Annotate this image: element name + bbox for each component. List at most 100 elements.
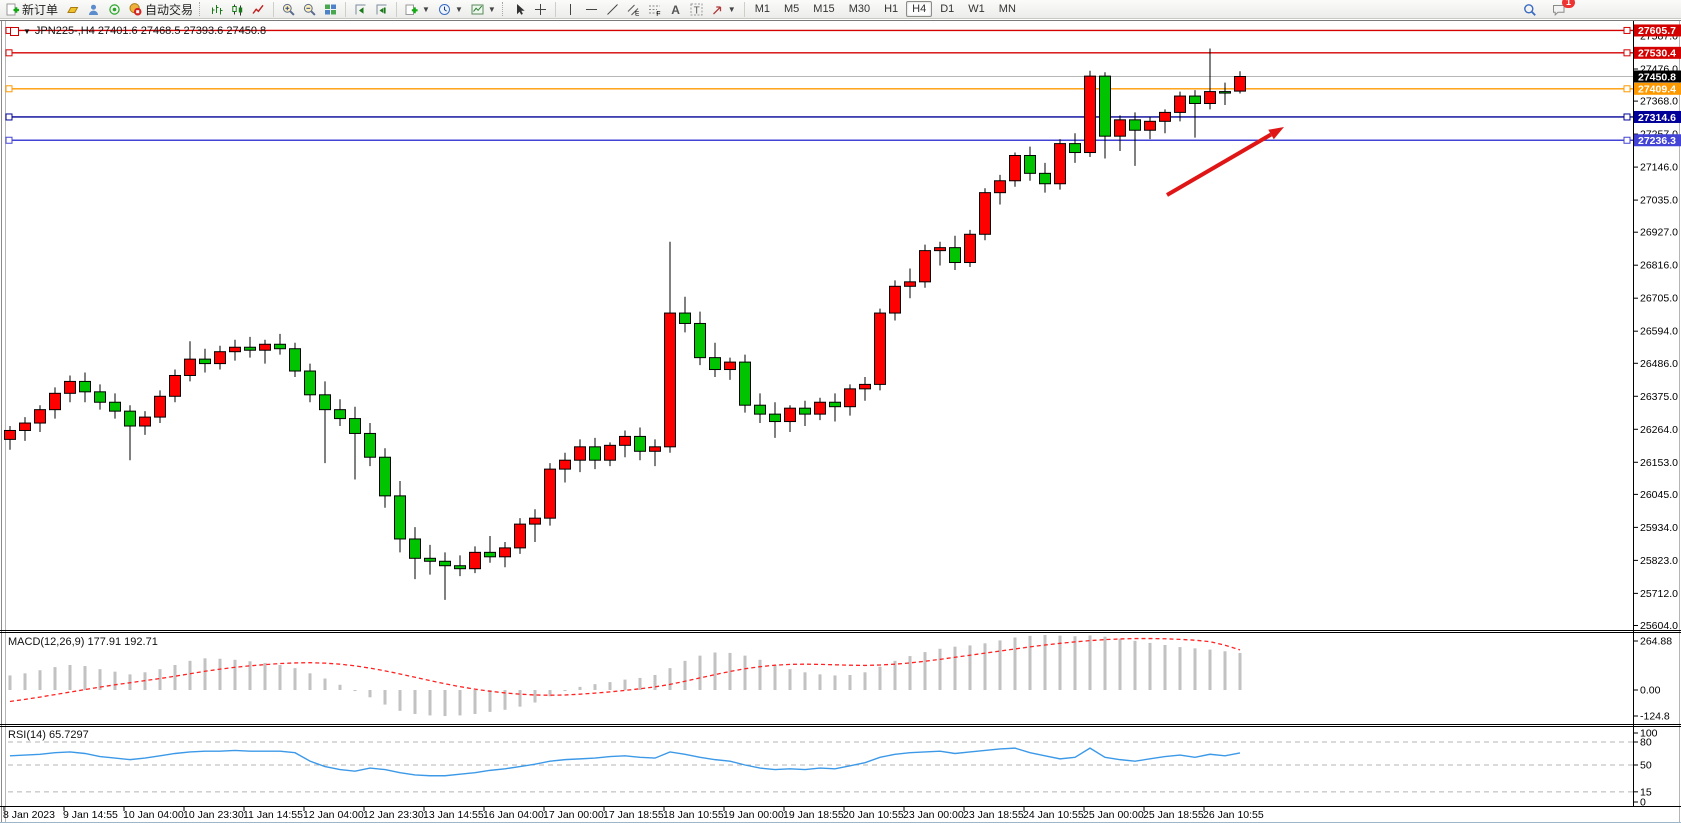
- search-button[interactable]: [1519, 0, 1540, 19]
- horizontal-line-tool-button[interactable]: [581, 0, 602, 19]
- price-tag: [1634, 82, 1681, 95]
- new-order-button[interactable]: 新订单: [2, 0, 62, 19]
- chat-button[interactable]: 1: [1548, 0, 1575, 19]
- time-axis-label: 10 Jan 23:30: [183, 809, 244, 821]
- templates-button[interactable]: ▼: [467, 0, 500, 19]
- tile-windows-button[interactable]: [320, 0, 341, 19]
- new-chart-button[interactable]: ▼: [401, 0, 434, 19]
- timeframe-M5[interactable]: M5: [784, 3, 800, 15]
- profile-button[interactable]: [83, 0, 104, 19]
- svg-text:E: E: [635, 10, 640, 16]
- auto-trading-icon: [129, 2, 142, 16]
- vertical-line-tool-button[interactable]: [560, 0, 581, 19]
- candle-body: [769, 413, 781, 423]
- time-axis-label: 24 Jan 10:55: [1023, 809, 1084, 821]
- timeframe-H1[interactable]: H1: [884, 3, 899, 15]
- candle-body: [649, 446, 661, 452]
- tile-windows-icon: [324, 3, 337, 16]
- candle-chart-mode-button[interactable]: [227, 0, 248, 19]
- vertical-line-icon: [564, 3, 577, 16]
- cursor-tool-button[interactable]: [509, 0, 530, 19]
- zoom-in-button[interactable]: [278, 0, 299, 19]
- line-chart-mode-button[interactable]: [248, 0, 269, 19]
- candle-body: [79, 380, 91, 393]
- text-tool-button[interactable]: A: [665, 0, 686, 19]
- bar-chart-icon: [210, 3, 223, 16]
- line-drag-handle[interactable]: [1623, 26, 1631, 34]
- crosshair-tool-button[interactable]: [530, 0, 551, 19]
- line-drag-handle[interactable]: [5, 85, 13, 93]
- timeframe-D1[interactable]: D1: [940, 3, 955, 15]
- separator: [345, 1, 347, 17]
- zoom-out-icon: [303, 3, 316, 16]
- candle-body: [1009, 155, 1021, 182]
- line-drag-handle[interactable]: [1623, 85, 1631, 93]
- candle-body: [1039, 172, 1051, 185]
- periods-button[interactable]: ▼: [434, 0, 467, 19]
- candle-body: [1054, 143, 1066, 185]
- signals-button[interactable]: [104, 0, 125, 19]
- timeframe-M1[interactable]: M1: [754, 3, 770, 15]
- price-tag-value: 27605.7: [1638, 25, 1676, 37]
- timeframe-W1[interactable]: W1: [968, 3, 985, 15]
- chart-menu-caret-icon[interactable]: ▼: [23, 26, 31, 36]
- rsi-axis-label: 80: [1640, 736, 1652, 748]
- candle-body: [709, 357, 721, 371]
- line-drag-handle[interactable]: [1623, 113, 1631, 121]
- bar-chart-mode-button[interactable]: [206, 0, 227, 19]
- auto-trading-button[interactable]: 自动交易: [125, 0, 197, 19]
- auto-scroll-button[interactable]: [371, 0, 392, 19]
- candle-body: [364, 432, 376, 458]
- candle-body: [664, 312, 676, 448]
- svg-text:T: T: [693, 5, 699, 16]
- timeframe-MN[interactable]: MN: [998, 3, 1016, 15]
- candle-body: [529, 517, 541, 525]
- new-order-label: 新订单: [22, 2, 59, 17]
- arrows-icon: [711, 3, 724, 16]
- time-axis-label: 17 Jan 18:55: [603, 809, 664, 821]
- arrows-tool-button[interactable]: ▼: [707, 0, 740, 19]
- candle-body: [994, 180, 1006, 194]
- trend-arrow-annotation[interactable]: [1165, 132, 1273, 197]
- price-axis-label: 26816.0: [1640, 260, 1678, 272]
- trendline-tool-button[interactable]: [602, 0, 623, 19]
- macd-indicator-label: MACD(12,26,9) 177.91 192.71: [8, 636, 158, 648]
- line-drag-handle[interactable]: [5, 113, 13, 121]
- candle-body: [964, 233, 976, 264]
- line-drag-handle[interactable]: [1623, 49, 1631, 57]
- text-label-tool-button[interactable]: T: [686, 0, 707, 19]
- candle-body: [319, 394, 331, 411]
- line-drag-handle[interactable]: [5, 136, 13, 144]
- candle-body: [229, 346, 241, 353]
- line-drag-handle[interactable]: [1623, 136, 1631, 144]
- line-drag-handle[interactable]: [5, 49, 13, 57]
- time-axis-label: 19 Jan 18:55: [783, 809, 844, 821]
- timeframe-M15[interactable]: M15: [813, 3, 835, 15]
- candle-body: [169, 374, 181, 397]
- chart-shift-button[interactable]: [350, 0, 371, 19]
- trend-arrow-head[interactable]: [1268, 127, 1284, 140]
- candle-body: [784, 407, 796, 423]
- candle-body: [499, 547, 511, 558]
- search-icon: [1523, 3, 1536, 16]
- fibonacci-tool-button[interactable]: F: [644, 0, 665, 19]
- candle-body: [724, 361, 736, 371]
- price-tag: [1634, 24, 1681, 37]
- timeframe-M30[interactable]: M30: [848, 3, 871, 15]
- candle-body: [109, 401, 121, 412]
- timeframe-H4[interactable]: H4: [906, 1, 933, 17]
- time-axis-label: 18 Jan 10:55: [663, 809, 724, 821]
- price-axis-label: 25823.0: [1640, 555, 1678, 567]
- candle-body: [139, 416, 151, 427]
- macd-axis-label: -124.8: [1640, 711, 1670, 723]
- channel-tool-button[interactable]: E: [623, 0, 644, 19]
- candle-body: [4, 429, 16, 440]
- zoom-out-button[interactable]: [299, 0, 320, 19]
- deposit-button[interactable]: [62, 0, 83, 19]
- candle-body: [94, 391, 106, 403]
- one-click-trading-icon[interactable]: [10, 26, 19, 36]
- candle-body: [754, 404, 766, 415]
- price-axis-label: 27146.0: [1640, 162, 1678, 174]
